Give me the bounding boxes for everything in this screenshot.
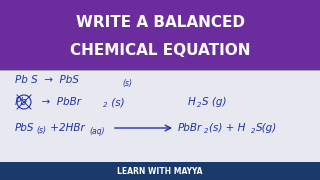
Text: Pb: Pb <box>15 97 28 107</box>
Text: LEARN WITH MAYYA: LEARN WITH MAYYA <box>117 166 203 176</box>
Text: 2: 2 <box>103 102 108 108</box>
Text: CHEMICAL EQUATION: CHEMICAL EQUATION <box>70 42 250 57</box>
FancyBboxPatch shape <box>0 0 320 70</box>
Text: WRITE A BALANCED: WRITE A BALANCED <box>76 15 244 30</box>
Text: S (g): S (g) <box>202 97 227 107</box>
Text: (s): (s) <box>108 97 124 107</box>
Text: S(g): S(g) <box>256 123 277 133</box>
Text: H: H <box>188 97 196 107</box>
Text: 2: 2 <box>251 128 255 134</box>
Text: (s): (s) <box>122 78 132 87</box>
Text: 2: 2 <box>197 102 202 108</box>
Text: +2HBr: +2HBr <box>47 123 85 133</box>
Text: (s): (s) <box>36 127 46 136</box>
FancyBboxPatch shape <box>0 162 320 180</box>
Text: PbBr: PbBr <box>178 123 202 133</box>
Text: Pb S  →  PbS: Pb S → PbS <box>15 75 79 85</box>
Text: →  PbBr: → PbBr <box>35 97 81 107</box>
Text: PbS: PbS <box>15 123 35 133</box>
Text: (aq): (aq) <box>89 127 105 136</box>
Text: (s) + H: (s) + H <box>209 123 245 133</box>
Text: 2: 2 <box>204 128 209 134</box>
